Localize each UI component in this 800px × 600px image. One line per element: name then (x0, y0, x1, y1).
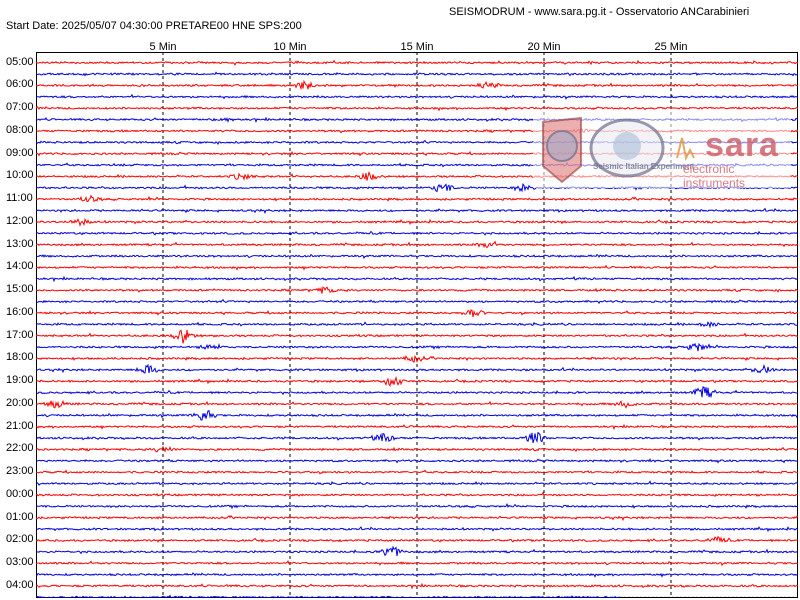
trace-row-37 (36, 480, 798, 486)
trace-row-20 (36, 286, 798, 294)
trace-row-18 (36, 264, 798, 271)
trace-row-15 (36, 230, 798, 236)
start-date-label: Start Date: 2025/05/07 04:30:00 PRETARE0… (6, 20, 302, 32)
x-tick-label: 5 Min (149, 41, 177, 53)
hour-label: 01:00 (6, 510, 34, 523)
x-tick-label: 10 Min (273, 41, 307, 53)
trace-row-30 (36, 399, 798, 409)
hour-label: 16:00 (6, 305, 34, 318)
hour-label: 13:00 (6, 237, 34, 250)
trace-row-32 (36, 423, 798, 431)
hour-label: 23:00 (6, 465, 34, 478)
trace-row-14 (36, 217, 798, 227)
hour-label: 11:00 (6, 192, 33, 205)
x-tick-label: 20 Min (527, 41, 561, 53)
trace-row-38 (36, 491, 798, 497)
hour-label: 12:00 (6, 214, 34, 227)
x-tick-label: 25 Min (654, 41, 688, 53)
x-tick-label: 15 Min (400, 41, 434, 53)
trace-row-33 (36, 431, 798, 444)
trace-row-4 (36, 105, 798, 112)
hour-label: 06:00 (6, 78, 34, 91)
trace-row-41 (36, 526, 798, 533)
trace-row-34 (36, 445, 798, 453)
hour-label: 20:00 (6, 396, 34, 409)
brand-name: sara (705, 126, 779, 164)
trace-row-46 (36, 582, 798, 590)
hour-label: 09:00 (6, 146, 34, 159)
hour-label: 03:00 (6, 556, 34, 569)
trace-row-1 (36, 71, 798, 77)
hour-label: 21:00 (6, 419, 34, 432)
trace-row-25 (36, 342, 798, 352)
trace-row-3 (36, 93, 798, 100)
hour-label: 18:00 (6, 351, 34, 364)
trace-row-35 (36, 457, 798, 464)
chart-title: SEISMODRUM - www.sara.pg.it - Osservator… (449, 6, 750, 18)
hour-label: 02:00 (6, 533, 34, 546)
hour-label: 10:00 (6, 169, 34, 182)
trace-row-17 (36, 253, 798, 260)
seal-text: Seismic Italian Experiment (593, 162, 695, 171)
hour-label: 05:00 (6, 55, 34, 68)
trace-row-28 (36, 375, 798, 387)
trace-row-26 (36, 354, 798, 364)
brand-subtitle: electronic instruments (683, 162, 746, 190)
hour-label: 08:00 (6, 123, 34, 136)
trace-row-2 (36, 79, 798, 91)
trace-row-29 (36, 386, 798, 399)
trace-row-42 (36, 536, 798, 543)
trace-row-27 (36, 363, 798, 374)
helicorder-plot (36, 52, 798, 598)
hour-label: 14:00 (6, 260, 34, 273)
trace-row-23 (36, 321, 798, 329)
trace-row-24 (36, 329, 798, 344)
trace-row-44 (36, 560, 798, 567)
trace-row-0 (36, 59, 798, 66)
trace-row-31 (36, 409, 798, 421)
trace-row-22 (36, 309, 798, 318)
trace-row-40 (36, 514, 798, 522)
trace-row-45 (36, 572, 798, 578)
trace-row-21 (36, 299, 798, 305)
trace-row-13 (36, 207, 798, 214)
hour-label: 04:00 (6, 578, 34, 591)
trace-row-39 (36, 502, 798, 510)
trace-row-36 (36, 469, 798, 475)
trace-row-12 (36, 194, 798, 203)
trace-row-47 (36, 594, 621, 598)
trace-row-19 (36, 275, 798, 283)
trace-row-16 (36, 240, 798, 249)
hour-label: 15:00 (6, 283, 34, 296)
hour-label: 17:00 (6, 328, 34, 341)
trace-row-43 (36, 545, 798, 557)
sara-logo-watermark: Seismic Italian Experiment sara electron… (533, 112, 791, 190)
hour-label: 19:00 (6, 374, 34, 387)
hour-label: 00:00 (6, 487, 34, 500)
hour-label: 22:00 (6, 442, 34, 455)
hour-label: 07:00 (6, 101, 34, 114)
